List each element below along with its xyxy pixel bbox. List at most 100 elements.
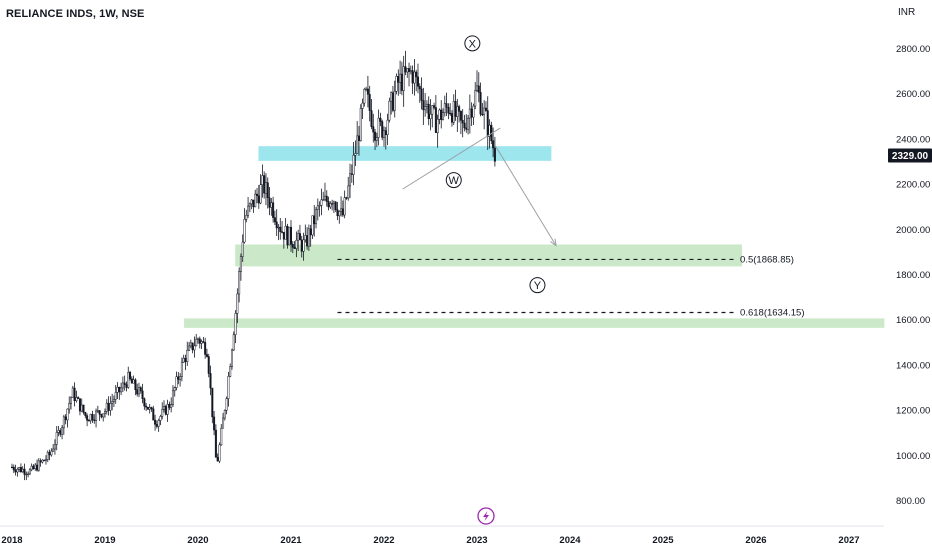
candle — [111, 393, 114, 411]
candle — [55, 426, 58, 451]
candle — [282, 231, 285, 249]
candle — [89, 413, 92, 424]
candle — [427, 96, 430, 126]
candle — [145, 402, 148, 412]
candle — [365, 86, 368, 92]
candle — [120, 382, 123, 396]
candle — [18, 466, 21, 473]
candle — [286, 223, 289, 249]
candle — [320, 188, 323, 216]
candle — [202, 336, 205, 344]
candle — [78, 398, 81, 416]
candle — [459, 110, 462, 135]
time-axis-tick: 2024 — [559, 535, 581, 546]
candle — [279, 217, 282, 240]
candle — [483, 100, 486, 130]
candle — [170, 397, 173, 413]
candle — [189, 339, 192, 349]
candle — [96, 405, 99, 414]
candle — [463, 114, 466, 132]
zone-green-2[interactable] — [184, 318, 885, 328]
candle — [298, 224, 301, 241]
candle — [34, 462, 37, 471]
candle — [127, 366, 130, 389]
wave-label-x[interactable]: X — [464, 35, 481, 52]
candle — [229, 363, 232, 378]
wave-label-w[interactable]: W — [445, 172, 462, 189]
candle — [32, 464, 35, 470]
candle — [390, 91, 393, 115]
candle — [84, 411, 87, 419]
candle — [399, 60, 402, 94]
time-axis-tick: 2021 — [280, 535, 302, 546]
candle — [209, 365, 212, 396]
candle — [152, 405, 155, 421]
candle — [91, 410, 94, 423]
candle — [130, 376, 133, 384]
candle — [39, 458, 42, 467]
time-axis-tick: 2018 — [1, 535, 22, 546]
candle — [357, 126, 360, 156]
candle — [336, 201, 339, 221]
candle — [71, 385, 74, 398]
candle — [75, 390, 78, 403]
time-axis[interactable]: 2018 2019 2020 2021 2022 2023 2024 2025 2026 2027 — [1, 535, 859, 546]
price-axis-tick: 800.00 — [896, 496, 925, 507]
candle — [211, 387, 214, 424]
candle — [256, 188, 259, 204]
candle — [356, 121, 359, 154]
candle — [148, 404, 151, 414]
candle — [354, 140, 357, 167]
candle — [216, 453, 219, 462]
price-axis-tick: 2000.00 — [896, 225, 930, 236]
candle — [143, 397, 146, 410]
time-axis-tick: 2020 — [187, 535, 208, 546]
candle — [402, 55, 405, 107]
candle — [220, 424, 223, 446]
candle — [413, 58, 416, 96]
price-axis[interactable]: 800.00 1000.00 1200.00 1400.00 1600.00 1800.0… — [896, 44, 930, 507]
event-badge[interactable] — [477, 507, 495, 525]
candle — [450, 110, 453, 127]
candle — [225, 396, 228, 415]
wave-label-y[interactable]: Y — [529, 277, 546, 294]
candle — [461, 109, 464, 138]
candle — [425, 100, 428, 114]
candle — [266, 177, 269, 209]
candle — [30, 463, 33, 472]
candle — [195, 333, 198, 347]
candle — [359, 104, 362, 142]
candle — [270, 198, 273, 216]
candle — [386, 113, 389, 146]
candle — [121, 376, 124, 393]
zone-blue-0[interactable] — [258, 146, 552, 161]
candle — [37, 458, 40, 472]
candle — [214, 424, 217, 458]
candle — [62, 414, 65, 435]
candle — [73, 382, 76, 407]
candle — [64, 414, 67, 425]
price-axis-tick: 2600.00 — [896, 89, 930, 100]
candle — [404, 50, 407, 76]
candle — [372, 113, 375, 143]
candle — [452, 94, 455, 126]
candle — [343, 190, 346, 219]
candle — [205, 348, 208, 358]
candle — [468, 94, 471, 134]
candle — [368, 85, 371, 122]
candle — [218, 442, 221, 464]
candle — [95, 408, 98, 428]
candle — [332, 200, 335, 214]
candle — [470, 102, 473, 126]
zone-green-1[interactable] — [235, 244, 743, 267]
projection-arrow[interactable] — [495, 145, 557, 246]
candle — [173, 386, 176, 397]
last-price-tag: 2329.00 — [888, 148, 932, 163]
candle — [486, 96, 489, 151]
candle — [288, 226, 291, 246]
price-axis-tick: 1000.00 — [896, 451, 930, 462]
trendline[interactable] — [402, 127, 501, 190]
candle — [420, 77, 423, 110]
candle — [327, 196, 330, 211]
